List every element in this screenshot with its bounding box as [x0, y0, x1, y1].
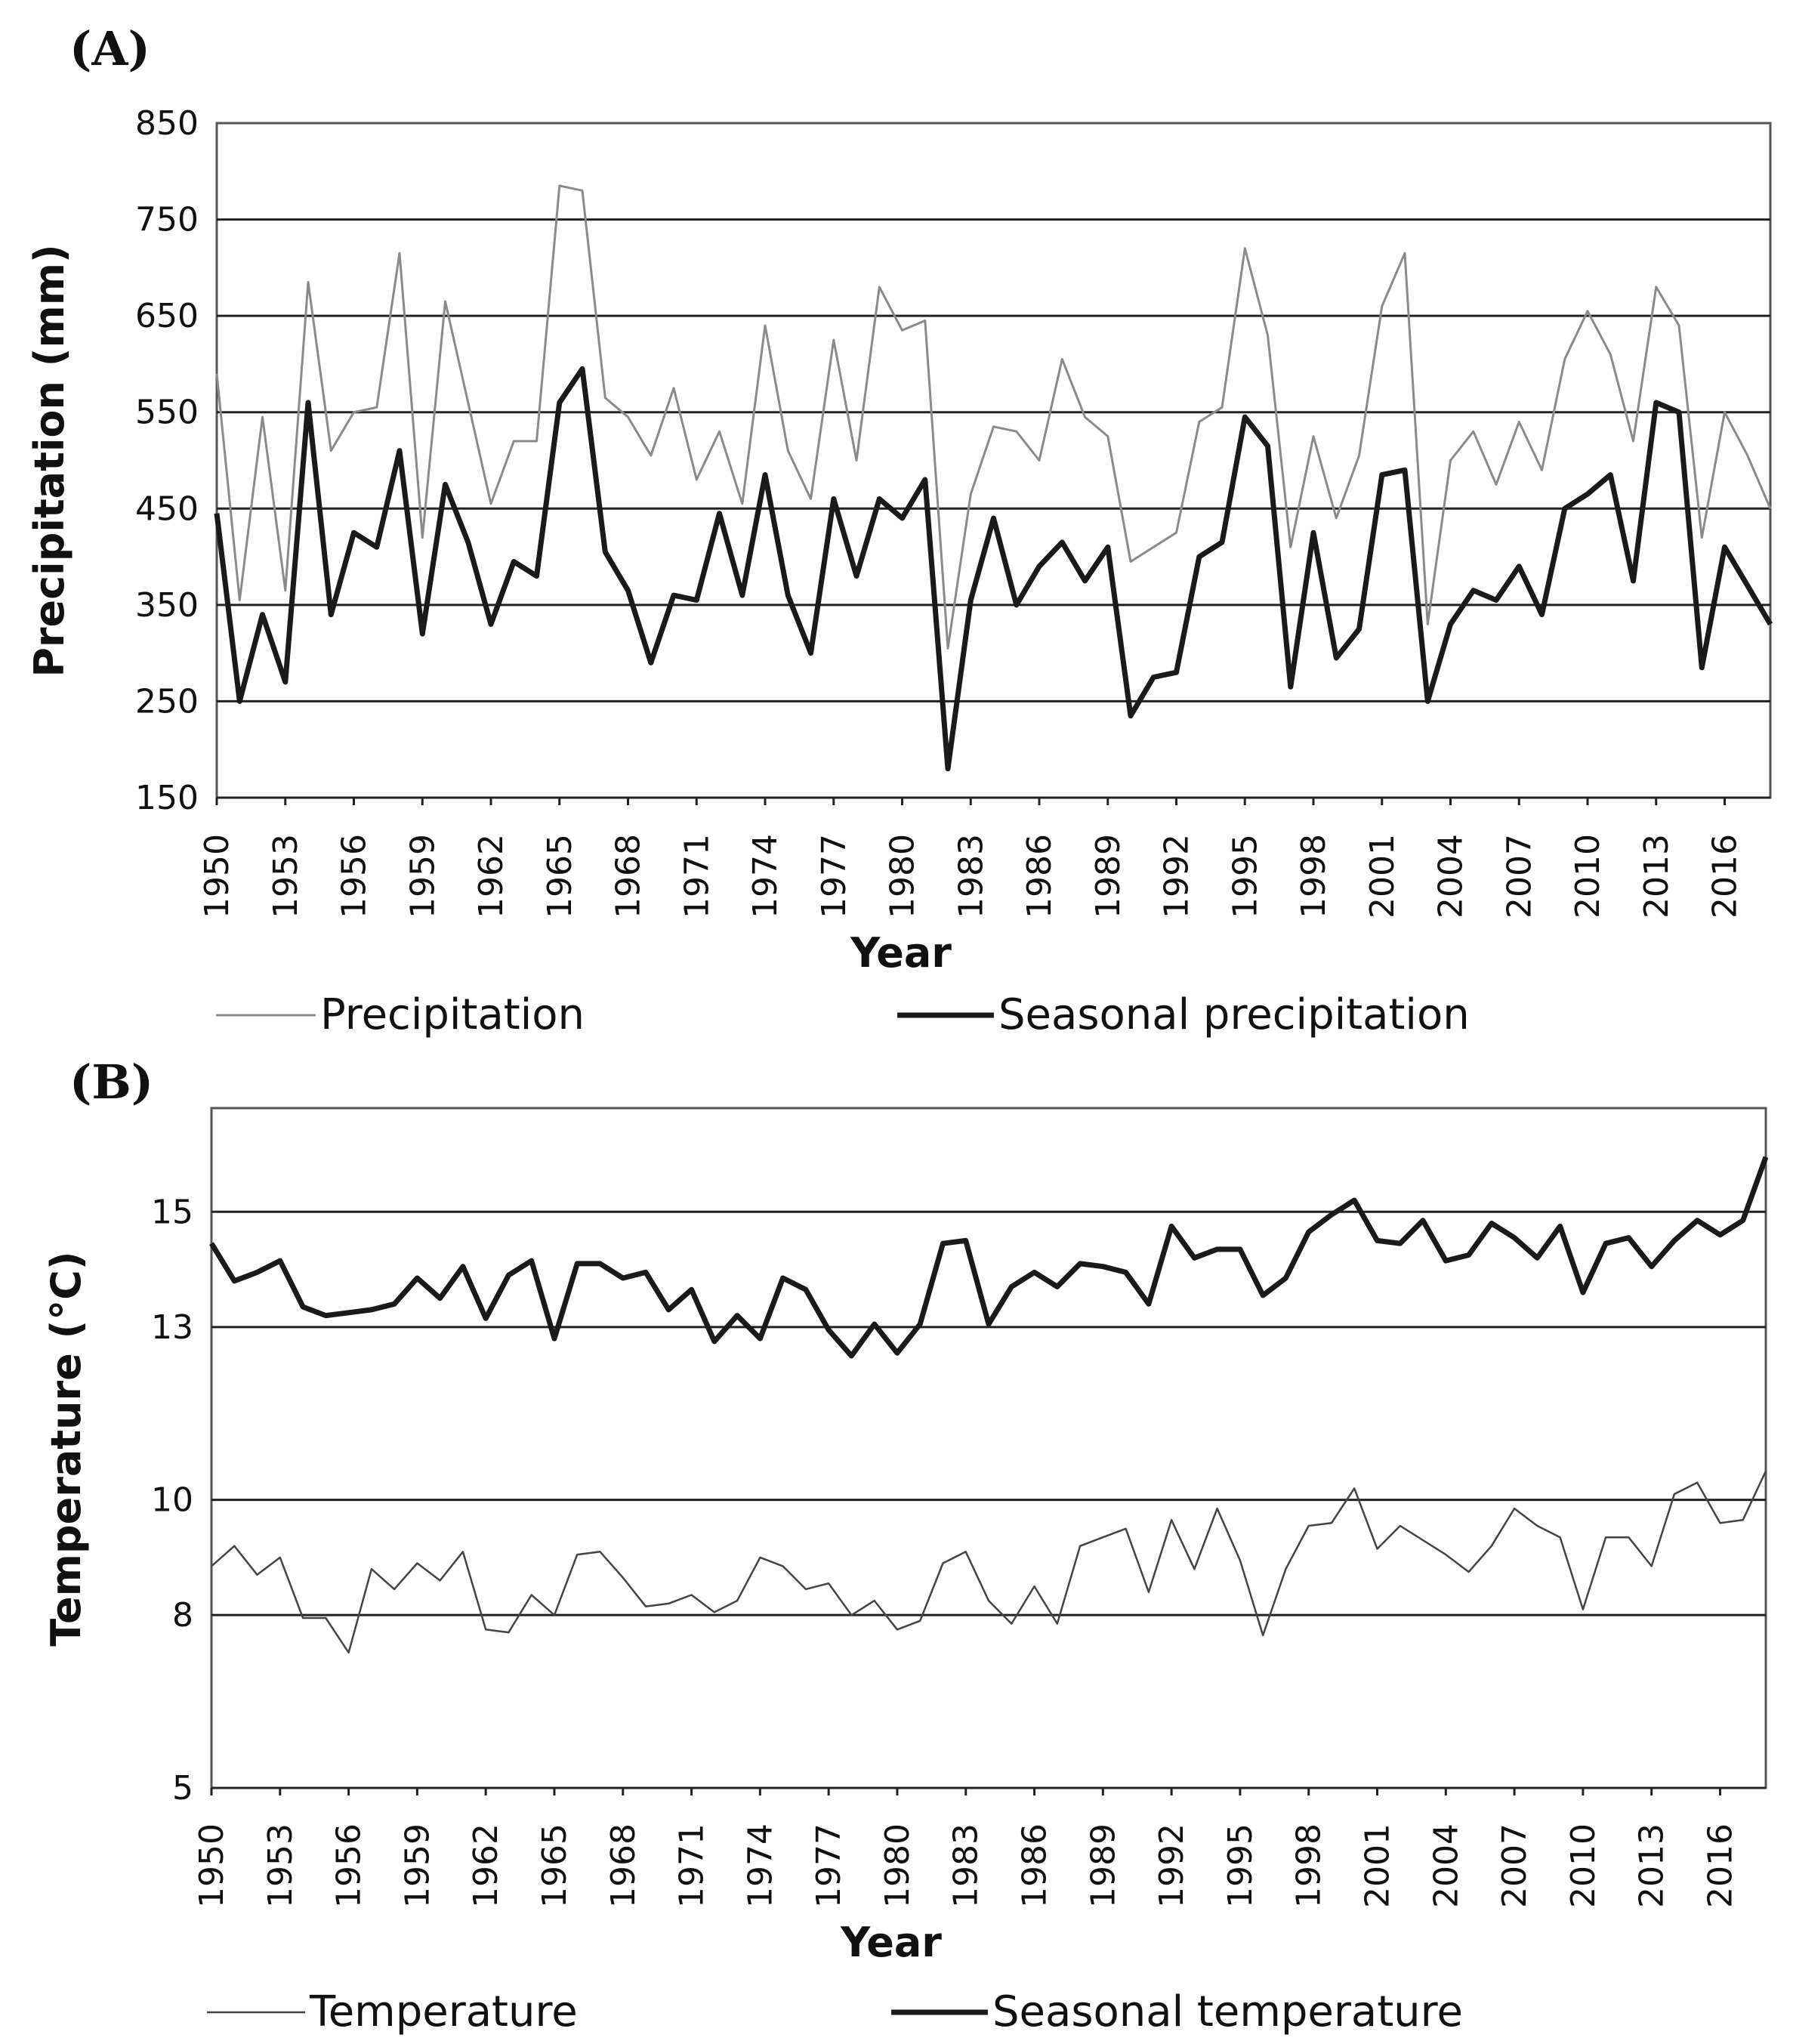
x-tick-label-b-2001: 2001 [1359, 1823, 1397, 1908]
x-tick-label-a-2004: 2004 [1432, 834, 1471, 919]
x-tick-label-b-2004: 2004 [1427, 1823, 1465, 1908]
panel-b-x-axis-title: Year [840, 1919, 942, 1966]
y-tick-label-b-8: 8 [172, 1596, 193, 1635]
x-tick-label-a-1995: 1995 [1226, 834, 1264, 919]
panel-a-gridlines [217, 218, 1770, 799]
x-tick-label-b-1953: 1953 [261, 1823, 300, 1908]
x-tick-label-b-2007: 2007 [1495, 1823, 1534, 1908]
x-tick-label-a-1962: 1962 [472, 834, 511, 919]
x-tick-label-b-1974: 1974 [741, 1823, 779, 1908]
x-tick-label-a-1980: 1980 [884, 834, 922, 919]
panel-a-x-ticks: 1950 1953 1956 1959 1962 1965 1968 1971 1974 1977… [198, 798, 1745, 919]
x-tick-label-b-1995: 1995 [1221, 1823, 1260, 1908]
panel-b-y-ticks: 15 13 10 8 5 [151, 1193, 193, 1808]
x-tick-label-b-2013: 2013 [1633, 1823, 1671, 1908]
legend-seasonal-temperature-label: Seasonal temperature [992, 1987, 1463, 2036]
x-tick-label-a-1950: 1950 [198, 834, 236, 919]
series-line-seasonal-temperature [209, 1156, 1769, 1359]
x-tick-label-a-2010: 2010 [1569, 834, 1607, 919]
x-tick-label-b-1977: 1977 [810, 1823, 848, 1908]
x-tick-label-b-1998: 1998 [1290, 1823, 1329, 1908]
panel-b-y-axis-title: Temperature (°C) [42, 1251, 90, 1646]
x-tick-label-b-1965: 1965 [535, 1823, 574, 1908]
panel-a-y-axis-title: Precipitation (mm) [26, 244, 73, 677]
y-tick-label-a-650: 650 [135, 297, 199, 335]
y-tick-label-a-450: 450 [135, 489, 199, 528]
panel-b-legend: Temperature Seasonal temperature [207, 1987, 1463, 2036]
x-tick-label-a-1971: 1971 [677, 834, 716, 919]
x-tick-label-a-1968: 1968 [609, 834, 648, 919]
series-line-seasonal-precipitation [214, 366, 1773, 772]
y-tick-label-a-150: 150 [135, 779, 199, 817]
x-tick-label-a-1983: 1983 [952, 834, 990, 919]
x-tick-label-a-2001: 2001 [1363, 834, 1402, 919]
x-tick-label-a-1992: 1992 [1158, 834, 1196, 919]
panel-a-legend: Precipitation Seasonal precipitation [216, 990, 1470, 1039]
x-tick-label-b-1980: 1980 [878, 1823, 917, 1908]
x-tick-label-b-2016: 2016 [1701, 1823, 1739, 1908]
panel-a-label: (A) [69, 21, 150, 76]
x-tick-label-a-1986: 1986 [1020, 834, 1059, 919]
y-tick-label-b-15: 15 [151, 1193, 193, 1231]
y-tick-label-b-10: 10 [151, 1481, 193, 1520]
x-tick-label-b-1986: 1986 [1016, 1823, 1054, 1908]
y-tick-label-a-550: 550 [135, 394, 199, 432]
x-tick-label-b-1989: 1989 [1084, 1823, 1122, 1908]
x-tick-label-b-1950: 1950 [193, 1823, 231, 1908]
panel-b-gridlines [211, 1210, 1766, 1789]
x-tick-label-b-2010: 2010 [1564, 1823, 1603, 1908]
y-tick-label-b-13: 13 [151, 1308, 193, 1347]
y-tick-label-a-250: 250 [135, 682, 199, 721]
series-line-precipitation [215, 184, 1772, 650]
panel-b-plot-frame [210, 1107, 1767, 1789]
panel-b-label: (B) [69, 1054, 153, 1110]
x-tick-label-a-2016: 2016 [1706, 834, 1745, 919]
y-tick-label-a-350: 350 [135, 586, 199, 625]
x-tick-label-a-1956: 1956 [335, 834, 374, 919]
x-tick-label-a-1953: 1953 [267, 834, 305, 919]
panel-b-series [209, 1156, 1769, 1654]
y-tick-label-b-5: 5 [172, 1769, 193, 1808]
x-tick-label-a-1959: 1959 [403, 834, 442, 919]
x-tick-label-b-1992: 1992 [1153, 1823, 1191, 1908]
legend-seasonal-precipitation-label: Seasonal precipitation [998, 990, 1470, 1039]
series-line-temperature [211, 1470, 1767, 1654]
x-tick-label-a-2013: 2013 [1637, 834, 1676, 919]
x-tick-label-b-1983: 1983 [947, 1823, 986, 1908]
x-tick-label-a-1998: 1998 [1295, 834, 1333, 919]
panel-a-y-ticks: 850 750 650 550 450 350 250 150 [135, 104, 199, 817]
x-tick-label-a-1974: 1974 [746, 834, 785, 919]
panel-a-series [214, 184, 1773, 772]
legend-temperature-label: Temperature [309, 1987, 578, 2036]
y-tick-label-a-850: 850 [135, 104, 199, 143]
legend-precipitation-label: Precipitation [320, 990, 585, 1039]
panel-a-x-axis-title: Year [850, 929, 952, 977]
x-tick-label-a-2007: 2007 [1500, 834, 1538, 919]
x-tick-label-b-1968: 1968 [604, 1823, 643, 1908]
x-tick-label-a-1989: 1989 [1089, 834, 1128, 919]
x-tick-label-a-1965: 1965 [541, 834, 579, 919]
y-tick-label-a-750: 750 [135, 201, 199, 239]
panel-b: (B) 15 13 10 8 5 1950 1953 1956 1959 1962 1965 196… [42, 1054, 1769, 2036]
panel-b-x-ticks: 1950 1953 1956 1959 1962 1965 1968 1971 1974 1977… [193, 1788, 1739, 1908]
x-tick-label-b-1956: 1956 [330, 1823, 369, 1908]
x-tick-label-a-1977: 1977 [815, 834, 853, 919]
x-tick-label-b-1962: 1962 [467, 1823, 505, 1908]
x-tick-label-b-1971: 1971 [673, 1823, 711, 1908]
x-tick-label-b-1959: 1959 [398, 1823, 437, 1908]
